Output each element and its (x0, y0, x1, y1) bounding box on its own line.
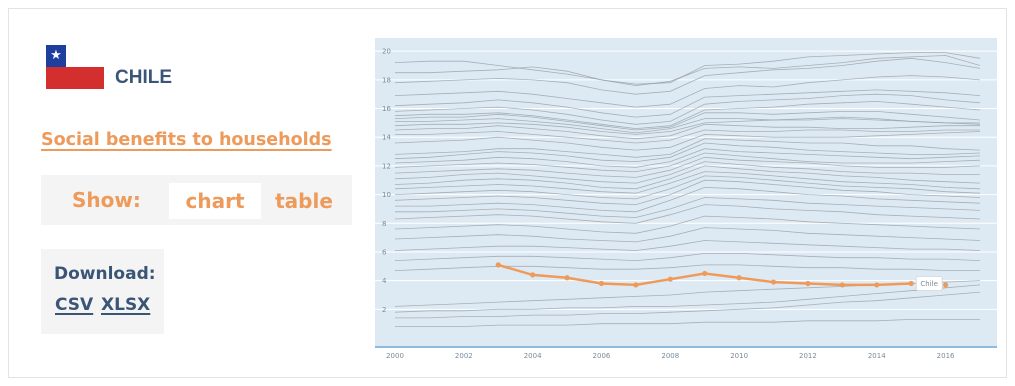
context-series-line (394, 284, 981, 313)
view-toggle: Show: chart table (41, 175, 352, 225)
context-series-line (394, 93, 981, 125)
chile-data-point (942, 282, 949, 288)
chile-data-point (667, 276, 673, 282)
context-series-line (395, 197, 981, 218)
context-series-line (394, 138, 981, 158)
chile-data-point (839, 282, 845, 288)
y-tick-label: 20 (382, 48, 391, 56)
x-tick-label: 2008 (661, 352, 679, 360)
context-series-line (394, 142, 981, 163)
context-series-line (394, 123, 980, 140)
chile-data-point (598, 280, 605, 287)
context-series-line (394, 52, 981, 85)
context-series-line (395, 116, 981, 134)
y-tick-label: 6 (382, 248, 387, 256)
context-series-line (394, 111, 981, 131)
chile-flag-icon: ★ (46, 45, 104, 89)
y-tick-label: 18 (382, 76, 391, 84)
context-series-line (394, 75, 981, 108)
context-series-line (394, 57, 981, 95)
show-label: Show: (72, 188, 141, 212)
context-series-line (394, 240, 981, 251)
context-series-line (394, 175, 981, 200)
x-tick-label: 2016 (937, 352, 955, 360)
context-series-line (394, 179, 981, 206)
indicator-link[interactable]: Social benefits to households (41, 130, 332, 150)
download-csv-link[interactable]: CSV (55, 295, 94, 315)
x-tick-label: 2000 (386, 352, 404, 360)
context-series-line (394, 165, 981, 190)
chile-series-label: Chile (920, 280, 938, 288)
chile-data-point (702, 270, 708, 277)
country-name: CHILE (115, 67, 172, 88)
plot-area (375, 38, 997, 346)
chile-data-point (530, 272, 536, 278)
context-series-line (395, 318, 980, 327)
download-xlsx-link[interactable]: XLSX (101, 295, 151, 315)
context-series-line (394, 204, 981, 224)
context-series-line (395, 55, 981, 87)
context-series-line (394, 148, 981, 168)
context-series-line (394, 227, 981, 243)
chile-data-point (495, 262, 501, 268)
chile-data-point (908, 280, 914, 287)
y-tick-label: 4 (382, 277, 387, 285)
download-panel: Download: CSV XLSX (41, 249, 164, 334)
context-series-line (395, 291, 981, 319)
context-series-line (394, 215, 981, 234)
x-tick-label: 2006 (593, 352, 611, 360)
y-tick-label: 12 (382, 162, 391, 170)
y-tick-label: 14 (382, 134, 391, 142)
x-tick-label: 2002 (455, 352, 473, 360)
context-series-line (394, 156, 981, 178)
context-series-line (394, 152, 981, 173)
context-series-line (394, 161, 980, 184)
y-tick-label: 2 (382, 306, 386, 314)
context-series-line (394, 171, 981, 194)
context-series-line (394, 100, 981, 130)
chart-view-button[interactable]: chart (169, 183, 261, 219)
context-series-line (394, 252, 981, 262)
chile-data-point (805, 280, 811, 287)
chile-data-point (770, 279, 777, 285)
context-series-line (394, 118, 980, 135)
context-series-line (394, 131, 981, 151)
x-tick-label: 2010 (730, 352, 748, 360)
y-tick-label: 8 (382, 220, 386, 228)
line-chart: 2 4 6 8 10 12 14 16 18 20 2000 2002 2004 2006 2008 201… (375, 38, 997, 360)
chile-data-point (874, 282, 880, 288)
download-label: Download: (54, 264, 156, 284)
x-tick-label: 2004 (524, 352, 542, 360)
context-series-line (394, 89, 981, 118)
x-tick-label: 2012 (799, 352, 817, 360)
chile-label-box (915, 276, 943, 291)
chile-data-point (564, 275, 570, 281)
y-tick-label: 16 (382, 105, 391, 113)
context-series-line (395, 129, 980, 144)
context-series-line (395, 186, 981, 213)
x-tick-label: 2014 (868, 352, 886, 360)
chile-data-point (736, 275, 742, 281)
table-view-button[interactable]: table (275, 189, 333, 213)
chile-data-point (633, 282, 639, 288)
context-series-line (394, 264, 980, 272)
y-tick-label: 10 (382, 191, 391, 199)
